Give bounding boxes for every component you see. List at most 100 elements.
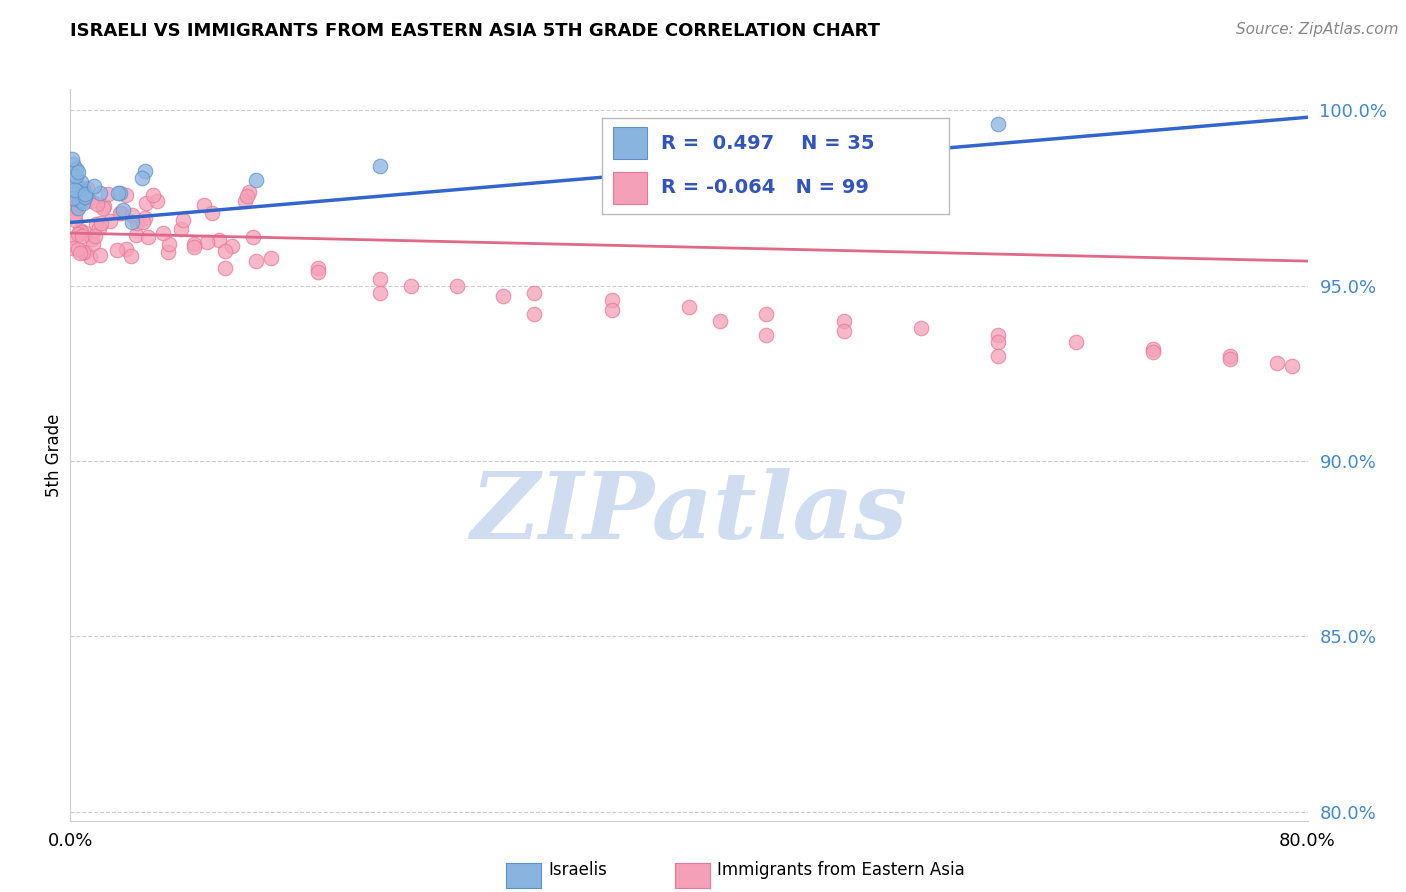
Text: Source: ZipAtlas.com: Source: ZipAtlas.com <box>1236 22 1399 37</box>
Point <box>79 250 101 264</box>
Point <box>89 248 111 262</box>
Point <box>75 189 97 203</box>
Point <box>1064 334 1087 349</box>
Point <box>245 254 267 268</box>
Point <box>238 186 260 200</box>
Point <box>108 186 131 200</box>
Point <box>233 194 256 208</box>
Point <box>195 235 218 249</box>
Bar <box>613 127 647 160</box>
Point <box>141 188 163 202</box>
Point <box>120 249 142 263</box>
Point <box>73 226 96 240</box>
Point <box>121 215 143 229</box>
Point <box>1265 356 1288 370</box>
Point <box>492 289 515 303</box>
Point <box>709 314 731 328</box>
Point <box>75 190 97 204</box>
Point <box>135 196 157 211</box>
Point <box>70 228 93 243</box>
Point <box>67 165 90 179</box>
Bar <box>613 171 647 204</box>
Point <box>86 197 108 211</box>
Point <box>146 194 169 209</box>
Point <box>110 206 132 220</box>
Point <box>832 324 855 338</box>
Point <box>709 138 731 153</box>
Point <box>136 229 159 244</box>
Point <box>755 327 778 342</box>
Text: R =  0.497    N = 35: R = 0.497 N = 35 <box>661 134 875 153</box>
Point <box>260 251 283 265</box>
Point <box>600 303 623 318</box>
Point <box>156 245 179 260</box>
Point <box>832 314 855 328</box>
Point <box>62 157 84 171</box>
Text: ZIPatlas: ZIPatlas <box>471 468 907 558</box>
Point <box>399 278 422 293</box>
Point <box>70 226 93 240</box>
Point <box>755 307 778 321</box>
Point <box>132 215 155 229</box>
Point <box>66 184 89 198</box>
Point <box>446 278 468 293</box>
Point <box>183 240 205 254</box>
Point <box>127 216 149 230</box>
Point <box>1142 342 1164 356</box>
Point <box>307 265 329 279</box>
Point <box>172 212 194 227</box>
Point <box>89 186 111 200</box>
Point <box>62 241 84 255</box>
Point <box>987 117 1010 131</box>
Point <box>96 186 118 201</box>
Point <box>73 245 96 260</box>
Point <box>90 215 112 229</box>
Point <box>63 183 86 197</box>
Point <box>93 199 115 213</box>
Point <box>73 189 96 203</box>
Point <box>368 160 391 174</box>
Point <box>523 307 546 321</box>
Point <box>1219 352 1241 367</box>
Point <box>84 228 107 243</box>
Point <box>307 261 329 276</box>
Point <box>67 182 90 196</box>
Point <box>245 173 267 187</box>
Point <box>214 244 236 258</box>
Point <box>134 211 156 226</box>
Point <box>72 196 94 211</box>
Point <box>987 327 1010 342</box>
Point <box>65 194 87 208</box>
Point <box>65 201 87 215</box>
Point <box>1281 359 1303 374</box>
Point <box>67 194 90 208</box>
Point <box>67 190 90 204</box>
Point <box>65 199 87 213</box>
Y-axis label: 5th Grade: 5th Grade <box>45 413 63 497</box>
Point <box>221 239 243 253</box>
Point <box>111 202 134 217</box>
Point <box>69 223 91 237</box>
Point <box>523 285 546 300</box>
Point <box>72 245 94 260</box>
Point <box>1142 345 1164 359</box>
Point <box>73 186 96 201</box>
Point <box>62 191 84 205</box>
Point <box>114 188 136 202</box>
Point <box>170 221 193 235</box>
Point <box>65 231 87 245</box>
Point <box>83 178 105 193</box>
Point <box>368 285 391 300</box>
Point <box>72 183 94 197</box>
Text: Israelis: Israelis <box>548 861 607 879</box>
Point <box>1219 349 1241 363</box>
Text: R = -0.064   N = 99: R = -0.064 N = 99 <box>661 178 869 197</box>
Point <box>110 206 132 220</box>
Point <box>131 171 153 186</box>
Point <box>65 212 87 227</box>
Point <box>193 197 215 211</box>
Point <box>107 186 129 201</box>
Point <box>121 209 143 223</box>
Point <box>63 207 86 221</box>
Point <box>236 189 259 203</box>
